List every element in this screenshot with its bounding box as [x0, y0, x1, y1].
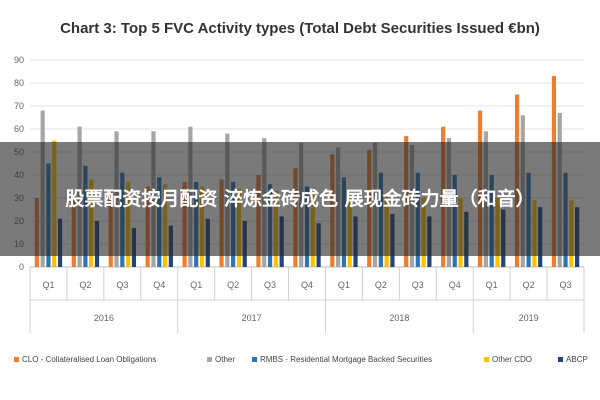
x-tick-label: Q3 [560, 280, 572, 290]
legend-swatch [207, 357, 212, 362]
x-tick-label: Q1 [486, 280, 498, 290]
x-tick-label: Q1 [338, 280, 350, 290]
legend-swatch [14, 357, 19, 362]
legend-entry: Other [215, 355, 235, 364]
legend-swatch [252, 357, 257, 362]
y-tick-label: 70 [14, 101, 24, 111]
overlay-text: 股票配资按月配资 淬炼金砖成色 展现金砖力量（和音） [65, 188, 535, 210]
legend-swatch [558, 357, 563, 362]
chart-title: Chart 3: Top 5 FVC Activity types (Total… [60, 20, 540, 37]
watermark-overlay: 股票配资按月配资 淬炼金砖成色 展现金砖力量（和音） [0, 142, 600, 256]
legend-swatch [484, 357, 489, 362]
y-tick-label: 0 [19, 262, 24, 272]
x-axis: Q1 Q2 Q3 Q4 Q1 Q2 Q3 Q4 Q1 Q2 Q3 Q4 Q1 Q2 Q3 2016 2017 20… [29, 267, 585, 333]
x-tick-label: Q3 [412, 280, 424, 290]
x-tick-label: Q1 [42, 280, 54, 290]
legend-entry: RMBS - Residential Mortgage Backed Secur… [260, 355, 432, 364]
x-tick-label: Q4 [449, 280, 461, 290]
year-group-label: 2016 [94, 313, 114, 323]
legend: CLO - Collateralised Loan Obligations Oth… [14, 355, 588, 364]
x-tick-label: Q2 [375, 280, 387, 290]
legend-entry: CLO - Collateralised Loan Obligations [22, 355, 156, 364]
x-tick-label: Q3 [116, 280, 128, 290]
x-tick-label: Q1 [190, 280, 202, 290]
y-tick-label: 80 [14, 78, 24, 88]
legend-entry: Other CDO [492, 355, 532, 364]
legend-entry: ABCP [566, 355, 588, 364]
y-tick-label: 90 [14, 55, 24, 65]
x-tick-label: Q4 [153, 280, 165, 290]
y-tick-label: 60 [14, 124, 24, 134]
x-tick-label: Q4 [301, 280, 313, 290]
year-group-label: 2017 [242, 313, 262, 323]
year-group-label: 2018 [389, 313, 409, 323]
x-tick-label: Q2 [79, 280, 91, 290]
x-tick-label: Q2 [523, 280, 535, 290]
x-tick-label: Q3 [264, 280, 276, 290]
x-tick-label: Q2 [227, 280, 239, 290]
year-group-label: 2019 [519, 313, 539, 323]
